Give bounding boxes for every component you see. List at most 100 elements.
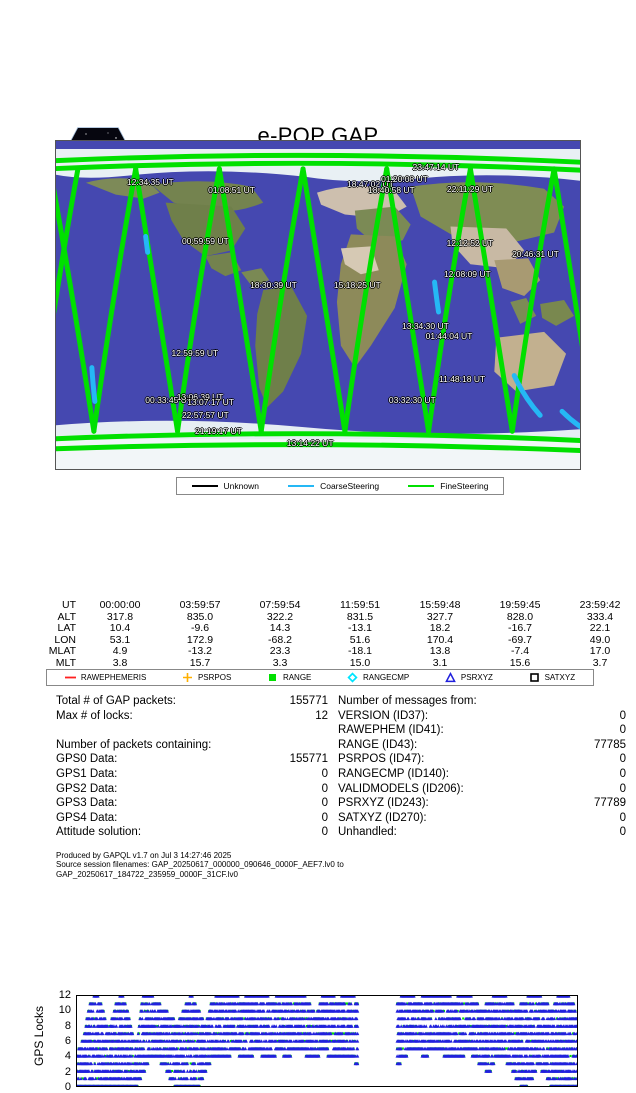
ephemeris-cell: 3.1 (432, 656, 448, 669)
legend-label: SATXYZ (544, 673, 576, 682)
stat-row: RAWEPHEM (ID41): 0 (338, 723, 626, 738)
messages-from-header: Number of messages from: (338, 695, 477, 707)
ephemeris-row-label: LAT (57, 622, 76, 635)
stat-value: 0 (321, 797, 328, 810)
ephemeris-cell: 170.4 (426, 633, 454, 646)
legend-label: PSRXYZ (460, 673, 493, 682)
message-statistics: Number of messages from: VERSION (ID37):… (338, 694, 626, 840)
stat-value: 0 (619, 709, 626, 722)
stat-row: RANGE (ID43): 77785 (338, 738, 626, 753)
ephemeris-cell: 49.0 (589, 633, 611, 646)
legend-label: RAWEPHEMERIS (80, 673, 147, 682)
stat-label: GPS0 Data: (56, 753, 118, 766)
ephemeris-cell: 327.7 (426, 610, 454, 623)
footer-source-files-line2: GAP_20250617_184722_235959_0000F_31CF.lv… (56, 869, 238, 879)
ephemeris-cell: 828.0 (506, 610, 534, 623)
map-legend-label: FineSteering (440, 481, 489, 491)
spacer (56, 723, 328, 738)
ephemeris-cell: -68.2 (268, 633, 292, 646)
legend-item-range: RANGE (267, 672, 311, 683)
ephemeris-cell: 23.3 (269, 645, 291, 658)
legend-item-psrxyz: PSRXYZ (445, 672, 493, 683)
ephemeris-row: MLAT 4.9 -13.2 23.3 -18.1 13.8 -7.4 17.0 (30, 646, 636, 658)
max-locks-value: 12 (315, 709, 328, 722)
ephemeris-cell: -13.1 (348, 622, 372, 635)
world-map-canvas (56, 141, 580, 469)
gps-locks-plot[interactable] (76, 995, 578, 1087)
y-tick-label: 2 (64, 1065, 71, 1078)
stat-row: GPS3 Data: 0 (56, 796, 328, 811)
ephemeris-cell: 4.9 (112, 645, 128, 658)
stat-label: RAWEPHEM (ID41): (338, 724, 444, 737)
gps-locks-y-ticks: 0 2 4 6 8 10 12 (48, 989, 74, 1093)
ephemeris-cell: 53.1 (109, 633, 131, 646)
ephemeris-cell: -7.4 (510, 645, 530, 658)
stat-row: PSRXYZ (ID243): 77789 (338, 796, 626, 811)
stat-label: SATXYZ (ID270): (338, 811, 427, 824)
packets-containing-header: Number of packets containing: (56, 738, 212, 751)
ephemeris-cell: 15.7 (189, 656, 211, 669)
packets-containing-rows: GPS0 Data: 155771 GPS1 Data: 0 GPS2 Data: 0 GP… (56, 752, 328, 840)
ephemeris-cell: 10.4 (109, 622, 131, 635)
stat-label: VALIDMODELS (ID206): (338, 782, 464, 795)
ephemeris-row-label: MLAT (48, 645, 76, 658)
stat-label: GPS2 Data: (56, 782, 118, 795)
stat-label: PSRPOS (ID47): (338, 753, 425, 766)
line-marker-icon (64, 672, 76, 683)
stat-label: RANGE (ID43): (338, 738, 418, 751)
ephemeris-cell: 322.2 (266, 610, 294, 623)
stat-value: 0 (619, 782, 626, 795)
stat-row: Unhandled: 0 (338, 825, 626, 840)
ephemeris-cell: 3.7 (592, 656, 608, 669)
stat-value: 0 (619, 753, 626, 766)
stat-value: 0 (321, 767, 328, 780)
world-map-panel[interactable]: 12:34:35 UT 01:08:51 UT 18:47:02 UT 18:40:5… (55, 140, 581, 470)
total-packets-row: Total # of GAP packets: 155771 (56, 694, 328, 709)
ephemeris-cell: 15:59:48 (419, 599, 461, 611)
stat-row: Attitude solution: 0 (56, 825, 328, 840)
ephemeris-cell: 835.0 (186, 610, 214, 623)
ephemeris-cell: -18.1 (348, 645, 372, 658)
stat-value: 77785 (594, 738, 626, 751)
ephemeris-cell: 3.3 (272, 656, 288, 669)
map-legend-item: Unknown (191, 481, 259, 491)
stat-label: GPS1 Data: (56, 767, 118, 780)
stat-value: 0 (619, 826, 626, 839)
gps-locks-axis-label-text: GPS Locks (32, 1005, 46, 1067)
stat-row: GPS0 Data: 155771 (56, 752, 328, 767)
ephemeris-row: MLT 3.8 15.7 3.3 15.0 3.1 15.6 3.7 (30, 656, 636, 670)
ephemeris-row: LON 53.1 172.9 -68.2 51.6 170.4 -69.7 49.0 (30, 633, 636, 647)
legend-item-satxyz: SATXYZ (529, 672, 576, 683)
y-tick-label: 4 (64, 1050, 71, 1063)
y-tick-label: 10 (58, 1004, 71, 1017)
stat-row: GPS2 Data: 0 (56, 782, 328, 797)
map-legend-line-icon (408, 485, 435, 487)
ephemeris-cell: 14.3 (269, 622, 291, 635)
diamond-marker-icon (347, 672, 358, 683)
ephemeris-cell: 19:59:45 (499, 599, 541, 611)
legend-item-psrpos: PSRPOS (182, 672, 231, 683)
stat-label: Attitude solution: (56, 826, 142, 839)
map-legend-label: CoarseSteering (320, 481, 380, 491)
ephemeris-cell: 333.4 (586, 610, 614, 623)
stat-row: PSRPOS (ID47): 0 (338, 752, 626, 767)
stat-row: SATXYZ (ID270): 0 (338, 811, 626, 826)
gps-locks-axis-label: GPS Locks (30, 995, 46, 1087)
gps-locks-plot-canvas (77, 996, 577, 1086)
stat-row: VALIDMODELS (ID206): 0 (338, 782, 626, 797)
legend-item-rawephemeris: RAWEPHEMERIS (64, 672, 147, 683)
stat-value: 0 (619, 767, 626, 780)
y-tick-label: 12 (58, 989, 71, 1001)
stat-value: 0 (321, 782, 328, 795)
ephemeris-row-label: LON (54, 633, 76, 646)
stat-value: 0 (619, 811, 626, 824)
stat-row: GPS1 Data: 0 (56, 767, 328, 782)
map-legend-line-icon (288, 485, 315, 487)
stat-label: PSRXYZ (ID243): (338, 797, 429, 810)
ephemeris-cell: 51.6 (349, 633, 371, 646)
total-packets-label: Total # of GAP packets: (56, 695, 176, 707)
ephemeris-cell: 23:59:42 (579, 599, 621, 611)
stat-label: GPS4 Data: (56, 811, 118, 824)
ephemeris-row: ALT 317.8 835.0 322.2 831.5 327.7 828.0 333.4 (30, 610, 636, 624)
ephemeris-cell: 00:00:00 (99, 599, 141, 611)
